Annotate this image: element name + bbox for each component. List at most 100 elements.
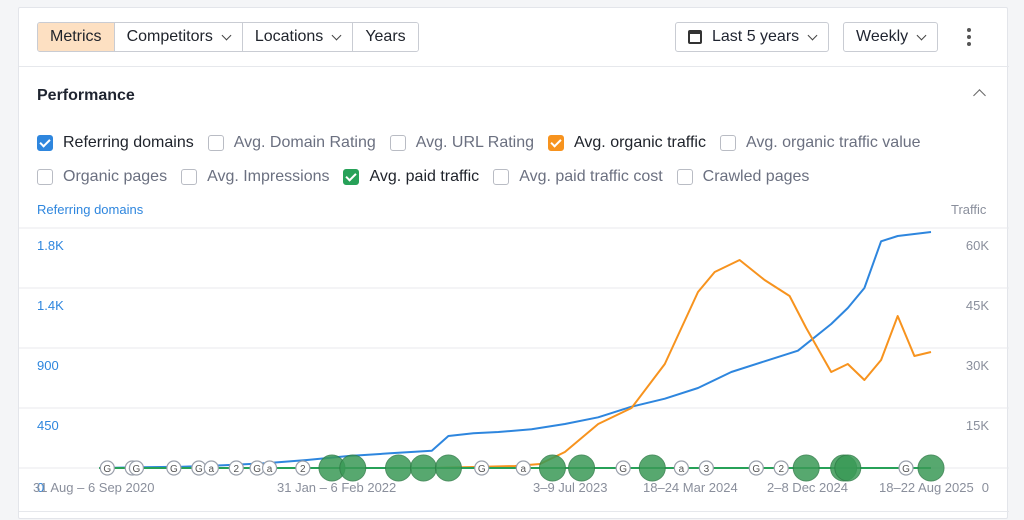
- annotation-marker: [538, 454, 566, 482]
- annotation-label: G: [752, 464, 760, 475]
- right-axis-tick: 0: [981, 480, 989, 495]
- tab-competitors[interactable]: Competitors: [114, 23, 243, 51]
- tab-years[interactable]: Years: [353, 23, 418, 51]
- x-axis-tick: 2–8 Dec 2024: [767, 480, 848, 495]
- annotation-label: G: [478, 464, 486, 475]
- metric-avg-organic-traffic-value[interactable]: Avg. organic traffic value: [719, 134, 921, 152]
- left-axis-tick: 450: [37, 418, 59, 433]
- metric-avg-paid-traffic[interactable]: Avg. paid traffic: [343, 168, 479, 186]
- x-axis-tick: 18–24 Mar 2024: [643, 480, 738, 495]
- x-axis-tick: 18–22 Aug 2025: [879, 480, 974, 495]
- annotation-marker: [128, 460, 145, 476]
- annotation-marker: [409, 454, 437, 482]
- tab-label: Years: [365, 28, 406, 45]
- date-range-label: Last 5 years: [712, 28, 800, 45]
- annotation-marker: [261, 460, 278, 476]
- right-axis-tick: 30K: [965, 358, 989, 373]
- metric-label: Avg. URL Rating: [415, 134, 535, 151]
- tab-label: Metrics: [50, 28, 102, 45]
- view-segmented-control: Metrics Competitors Locations Years: [37, 22, 419, 52]
- annotation-label: 2: [300, 464, 306, 475]
- checkbox[interactable]: [37, 135, 53, 151]
- annotation-label: a: [521, 464, 527, 475]
- x-axis-tick: 3–9 Jul 2023: [533, 480, 608, 495]
- date-range-dropdown[interactable]: Last 5 years: [675, 22, 830, 52]
- divider: [19, 511, 1009, 512]
- metric-avg-url-rating[interactable]: Avg. URL Rating: [389, 134, 535, 152]
- performance-chart: GGGGGa2Ga2GaGa3G2G: [19, 227, 1009, 482]
- section-title: Performance: [37, 87, 135, 104]
- metric-organic-pages[interactable]: Organic pages: [37, 168, 167, 186]
- checkbox[interactable]: [719, 135, 736, 151]
- metric-label: Avg. organic traffic: [574, 134, 706, 151]
- metric-label: Avg. Domain Rating: [233, 134, 376, 151]
- metric-selector: Referring domains Avg. Domain Rating Avg. …: [37, 126, 997, 194]
- kebab-menu-icon[interactable]: [963, 26, 975, 48]
- annotation-label: G: [133, 464, 141, 475]
- metric-label: Avg. organic traffic value: [745, 134, 921, 151]
- annotation-label: 2: [233, 464, 239, 475]
- tab-label: Competitors: [126, 28, 213, 45]
- metric-referring-domains[interactable]: Referring domains: [37, 134, 194, 152]
- annotation-label: G: [253, 464, 261, 475]
- metric-label: Avg. paid traffic cost: [519, 168, 663, 185]
- left-axis-tick: 0: [37, 480, 45, 495]
- tab-label: Locations: [254, 28, 324, 45]
- toolbar: Metrics Competitors Locations Years Last 5 …: [19, 8, 1009, 67]
- metric-crawled-pages[interactable]: Crawled pages: [676, 168, 809, 186]
- annotation-marker: [339, 454, 367, 482]
- checkbox[interactable]: [676, 169, 693, 185]
- series-line-0: [98, 231, 932, 469]
- checkbox[interactable]: [37, 169, 53, 185]
- performance-card: Metrics Competitors Locations Years Last 5 …: [18, 7, 1009, 519]
- right-axis-tick: 45K: [965, 298, 989, 313]
- checkbox[interactable]: [207, 135, 224, 151]
- annotation-label: a: [267, 464, 273, 475]
- checkbox[interactable]: [181, 169, 198, 185]
- x-axis-tick: 31 Jan – 6 Feb 2022: [277, 480, 397, 495]
- granularity-label: Weekly: [856, 28, 909, 45]
- checkbox[interactable]: [389, 135, 406, 151]
- annotation-marker: [385, 454, 413, 482]
- metric-label: Organic pages: [63, 168, 168, 185]
- annotation-marker: [203, 460, 219, 476]
- x-axis-tick: 31 Aug – 6 Sep 2020: [33, 480, 155, 495]
- tab-locations[interactable]: Locations: [242, 23, 354, 51]
- annotation-marker: [228, 460, 244, 476]
- tab-metrics[interactable]: Metrics: [38, 23, 115, 51]
- checkbox[interactable]: [343, 169, 360, 185]
- annotation-label: G: [195, 464, 203, 475]
- right-axis-tick: 60K: [965, 238, 989, 253]
- metric-label: Avg. Impressions: [207, 168, 330, 185]
- metric-row: Referring domains Avg. Domain Rating Avg. …: [37, 126, 997, 160]
- annotation-marker: [568, 454, 596, 482]
- calendar-icon: [688, 30, 702, 44]
- checkbox[interactable]: [493, 169, 510, 185]
- annotation-marker: [166, 460, 182, 476]
- annotation-marker: [99, 460, 115, 476]
- metric-avg-paid-traffic-cost[interactable]: Avg. paid traffic cost: [493, 168, 663, 186]
- left-axis-tick: 1.8K: [37, 238, 64, 253]
- series-line-1: [99, 259, 932, 469]
- annotation-marker: [834, 454, 862, 482]
- granularity-dropdown[interactable]: Weekly: [843, 22, 939, 52]
- metric-avg-impressions[interactable]: Avg. Impressions: [181, 168, 329, 186]
- left-axis-tick: 900: [37, 358, 59, 373]
- left-axis-tick: 1.4K: [37, 298, 64, 313]
- annotation-marker: [638, 454, 666, 482]
- annotation-label: G: [170, 464, 178, 475]
- annotation-marker: [698, 460, 714, 476]
- annotation-marker: [434, 454, 462, 482]
- annotation-label: G: [103, 464, 111, 475]
- annotation-marker: [295, 460, 311, 476]
- annotation-marker: [748, 460, 764, 476]
- annotation-label: a: [679, 464, 685, 475]
- annotation-label: 2: [778, 464, 784, 475]
- metric-label: Referring domains: [63, 134, 194, 151]
- metric-avg-domain-rating[interactable]: Avg. Domain Rating: [207, 134, 376, 152]
- metric-row: Organic pages Avg. Impressions Avg. paid t…: [37, 160, 997, 194]
- metric-avg-organic-traffic[interactable]: Avg. organic traffic: [548, 134, 706, 152]
- annotation-marker: [792, 454, 820, 482]
- checkbox[interactable]: [548, 135, 565, 151]
- right-axis-title: Traffic: [951, 202, 987, 217]
